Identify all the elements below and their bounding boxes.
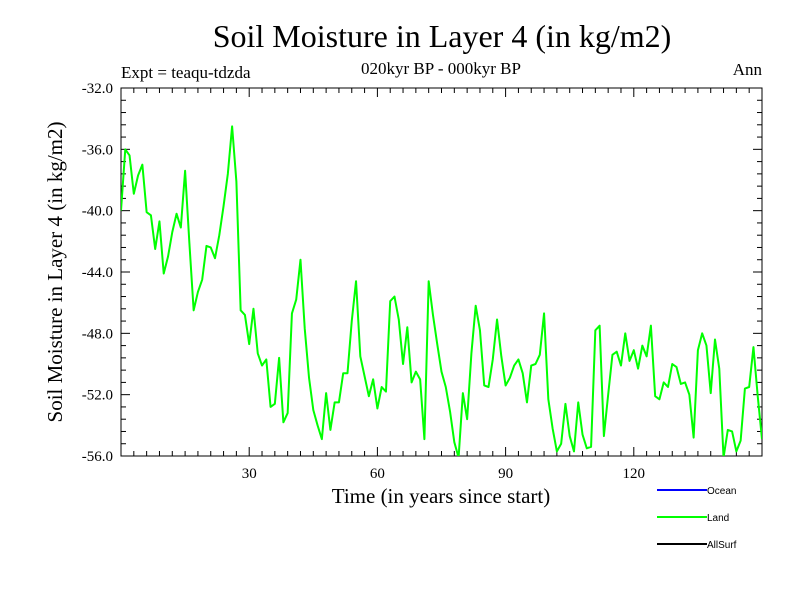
legend-label-land: Land	[707, 513, 729, 524]
plot-area	[120, 87, 763, 457]
x-tick-label: 120	[623, 466, 646, 482]
x-tick-label: 30	[242, 466, 257, 482]
x-axis-label: Time (in years since start)	[332, 484, 551, 508]
legend: Ocean Land AllSurf	[657, 486, 737, 551]
x-axis-ticks: 30 60 90 120	[120, 88, 763, 482]
chart-title: Soil Moisture in Layer 4 (in kg/m2)	[213, 18, 672, 54]
y-tick-label: -40.0	[82, 204, 113, 220]
y-tick-label: -36.0	[82, 142, 113, 158]
y-axis-ticks: -56.0 -52.0 -48.0 -44.0 -40.0 -36.0 -32.0	[82, 81, 762, 465]
y-tick-label: -52.0	[82, 388, 113, 404]
legend-label-allsurf: AllSurf	[707, 540, 737, 551]
y-axis-label: Soil Moisture in Layer 4 (in kg/m2)	[43, 122, 67, 423]
chart-subtitle: 020kyr BP - 000kyr BP	[361, 59, 521, 78]
y-tick-label: -56.0	[82, 449, 113, 465]
series-lines	[121, 125, 762, 456]
season-label: Ann	[733, 60, 763, 79]
plot-frame	[120, 87, 763, 457]
expt-label: Expt = teaqu-tdzda	[121, 63, 251, 82]
y-tick-label: -48.0	[82, 326, 113, 342]
y-tick-label: -44.0	[82, 265, 113, 281]
legend-label-ocean: Ocean	[707, 486, 736, 497]
series-line-land	[121, 125, 762, 456]
y-tick-label: -32.0	[82, 81, 113, 97]
x-tick-label: 90	[498, 466, 513, 482]
x-tick-label: 60	[370, 466, 385, 482]
